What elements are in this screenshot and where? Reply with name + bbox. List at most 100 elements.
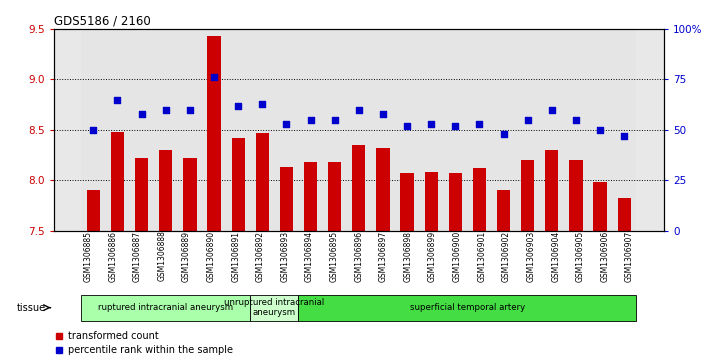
Bar (280, 167, 293, 231)
Point (112, 97, 124, 102)
Bar (86, 190, 100, 231)
Bar (298, 29, 323, 231)
Bar (159, 150, 172, 231)
Text: GSM1306890: GSM1306890 (206, 231, 216, 282)
Point (256, 101, 268, 106)
Bar (521, 160, 534, 231)
Bar (111, 132, 124, 231)
Bar (618, 198, 631, 231)
Point (184, 107, 196, 113)
Text: superficial temporal artery: superficial temporal artery (410, 303, 525, 312)
Bar (154, 29, 178, 231)
Bar (425, 172, 438, 231)
Text: GSM1306906: GSM1306906 (600, 231, 609, 282)
Point (208, 74, 220, 80)
Bar (298, 295, 636, 321)
Text: GSM1306885: GSM1306885 (84, 231, 93, 281)
Text: GSM1306907: GSM1306907 (625, 231, 634, 282)
Bar (274, 29, 298, 231)
Text: GSM1306886: GSM1306886 (109, 231, 117, 281)
Text: GSM1306899: GSM1306899 (428, 231, 437, 282)
Bar (81, 29, 106, 231)
Point (498, 131, 509, 137)
Text: GSM1306903: GSM1306903 (526, 231, 536, 282)
Text: GSM1306900: GSM1306900 (453, 231, 462, 282)
Point (570, 117, 582, 123)
Bar (497, 190, 511, 231)
Bar (183, 158, 196, 231)
Point (401, 123, 413, 129)
Bar (231, 138, 245, 231)
Point (305, 117, 316, 123)
Bar (401, 173, 413, 231)
Text: GSM1306902: GSM1306902 (502, 231, 511, 282)
Bar (226, 29, 250, 231)
Point (426, 121, 437, 127)
Bar (448, 173, 462, 231)
Text: GSM1306896: GSM1306896 (354, 231, 363, 282)
Bar (468, 29, 491, 231)
Point (353, 107, 365, 113)
Bar (545, 150, 558, 231)
Bar (129, 29, 154, 231)
Point (546, 107, 558, 113)
Bar (135, 158, 149, 231)
Text: percentile rank within the sample: percentile rank within the sample (68, 344, 233, 355)
Bar (250, 29, 274, 231)
Bar (178, 29, 202, 231)
Text: GSM1306897: GSM1306897 (379, 231, 388, 282)
Bar (250, 295, 298, 321)
Bar (419, 29, 443, 231)
Bar (516, 29, 540, 231)
Text: GSM1306901: GSM1306901 (478, 231, 486, 282)
Bar (540, 29, 564, 231)
Text: GSM1306905: GSM1306905 (575, 231, 585, 282)
Bar (564, 29, 588, 231)
Text: GSM1306894: GSM1306894 (305, 231, 314, 282)
Bar (207, 36, 221, 231)
Bar (202, 29, 226, 231)
Text: GSM1306891: GSM1306891 (231, 231, 240, 281)
Point (522, 117, 533, 123)
Bar (256, 133, 269, 231)
Bar (352, 145, 366, 231)
Bar (106, 29, 129, 231)
Point (136, 111, 147, 117)
Text: GSM1306889: GSM1306889 (182, 231, 191, 281)
Text: GSM1306888: GSM1306888 (157, 231, 166, 281)
Bar (376, 148, 390, 231)
Point (329, 117, 341, 123)
Bar (304, 162, 317, 231)
Text: GSM1306898: GSM1306898 (403, 231, 413, 281)
Bar (81, 295, 250, 321)
Bar (588, 29, 612, 231)
Point (450, 123, 461, 129)
Text: ruptured intracranial aneurysm: ruptured intracranial aneurysm (99, 303, 233, 312)
Bar (443, 29, 468, 231)
Text: GDS5186 / 2160: GDS5186 / 2160 (54, 15, 151, 28)
Text: unruptured intracranial
aneurysm: unruptured intracranial aneurysm (224, 298, 324, 317)
Bar (612, 29, 636, 231)
Bar (593, 182, 607, 231)
Text: GSM1306893: GSM1306893 (281, 231, 289, 282)
Point (618, 133, 630, 139)
Point (88, 127, 99, 132)
Bar (347, 29, 371, 231)
Text: GSM1306887: GSM1306887 (133, 231, 142, 281)
Text: GSM1306904: GSM1306904 (551, 231, 560, 282)
Bar (569, 160, 583, 231)
Text: tissue: tissue (17, 303, 46, 313)
Point (594, 127, 605, 132)
Point (160, 107, 171, 113)
Bar (491, 29, 516, 231)
Point (233, 103, 244, 109)
Text: transformed count: transformed count (68, 331, 159, 341)
Bar (371, 29, 395, 231)
Text: GSM1306892: GSM1306892 (256, 231, 265, 281)
Bar (328, 162, 341, 231)
Bar (473, 168, 486, 231)
Point (377, 111, 388, 117)
Bar (323, 29, 347, 231)
Bar (395, 29, 419, 231)
Point (281, 121, 292, 127)
